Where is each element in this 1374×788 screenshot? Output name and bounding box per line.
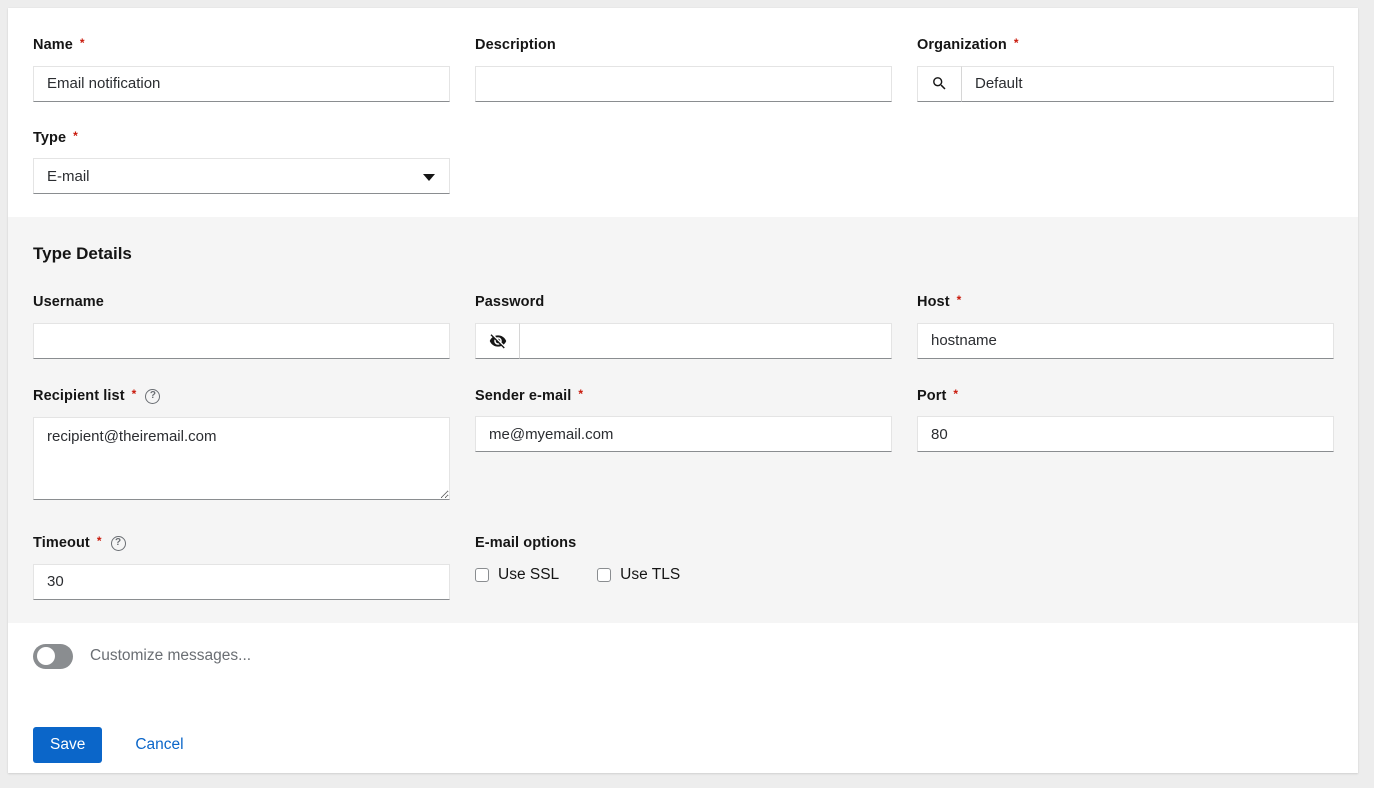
organization-lookup-button[interactable] xyxy=(917,65,962,102)
sender-email-field-group: Sender e-mail * xyxy=(475,386,892,452)
eye-slash-icon xyxy=(489,333,506,348)
host-label-text: Host xyxy=(917,294,950,310)
type-field-group: Type * xyxy=(33,128,450,194)
customize-messages-toggle[interactable] xyxy=(33,643,73,669)
password-label: Password xyxy=(475,295,892,310)
timeout-help-icon[interactable]: ? xyxy=(110,535,126,551)
organization-input[interactable] xyxy=(962,65,1334,102)
use-ssl-option: Use SSL xyxy=(475,566,559,584)
required-asterisk: * xyxy=(79,36,85,51)
recipient-list-field-group: Recipient list * ? recipient@theiremail.… xyxy=(33,387,450,505)
use-ssl-checkbox[interactable] xyxy=(475,568,489,582)
toggle-knob xyxy=(37,647,55,665)
type-label: Type * xyxy=(33,128,450,146)
port-input[interactable] xyxy=(917,416,1334,452)
description-label-text: Description xyxy=(475,37,556,53)
type-label-text: Type xyxy=(33,129,67,146)
use-tls-label: Use TLS xyxy=(620,566,681,583)
required-asterisk: * xyxy=(73,128,78,143)
use-tls-option: Use TLS xyxy=(597,566,680,584)
name-label: Name * xyxy=(33,36,450,53)
recipient-list-textarea[interactable]: recipient@theiremail.com xyxy=(33,416,450,500)
customize-messages-label: Customize messages... xyxy=(90,647,252,664)
host-field-group: Host * xyxy=(917,293,1334,359)
host-input[interactable] xyxy=(917,322,1334,359)
email-options-label: E-mail options xyxy=(475,534,892,551)
password-input[interactable] xyxy=(520,322,892,359)
port-label-text: Port xyxy=(917,387,947,404)
type-details-heading: Type Details xyxy=(33,244,132,263)
name-label-text: Name xyxy=(33,37,73,53)
form-card: Name * Description Organization * xyxy=(8,8,1358,773)
description-label: Description xyxy=(475,38,892,53)
required-asterisk: * xyxy=(131,387,137,401)
sender-email-label-text: Sender e-mail xyxy=(475,387,572,404)
organization-label: Organization * xyxy=(917,36,1334,53)
use-ssl-label: Use SSL xyxy=(498,566,560,583)
cancel-link[interactable]: Cancel xyxy=(135,735,184,753)
port-field-group: Port * xyxy=(917,386,1334,452)
organization-label-text: Organization xyxy=(917,37,1007,53)
timeout-input[interactable] xyxy=(33,563,450,600)
customize-messages-row: Customize messages... xyxy=(33,623,1334,669)
username-label: Username xyxy=(33,295,450,310)
description-input[interactable] xyxy=(475,65,892,102)
organization-field-group: Organization * xyxy=(917,36,1334,102)
sender-email-label: Sender e-mail * xyxy=(475,386,892,404)
search-icon xyxy=(933,77,946,90)
password-label-text: Password xyxy=(475,294,545,310)
recipient-list-help-icon[interactable]: ? xyxy=(145,388,161,404)
description-field-group: Description xyxy=(475,38,892,102)
use-tls-checkbox[interactable] xyxy=(597,568,612,582)
recipient-list-label: Recipient list * ? xyxy=(33,387,450,404)
type-details-section: Type Details Username Password xyxy=(8,217,1358,623)
timeout-label: Timeout * ? xyxy=(33,534,450,551)
password-field-group: Password xyxy=(475,295,892,359)
name-input[interactable] xyxy=(33,65,450,102)
sender-email-input[interactable] xyxy=(475,416,892,452)
timeout-label-text: Timeout xyxy=(33,534,90,551)
username-field-group: Username xyxy=(33,295,450,359)
recipient-list-label-text: Recipient list xyxy=(33,387,125,404)
password-reveal-button[interactable] xyxy=(475,322,520,359)
username-input[interactable] xyxy=(33,322,450,359)
timeout-field-group: Timeout * ? xyxy=(33,534,450,600)
port-label: Port * xyxy=(917,386,1334,404)
required-asterisk: * xyxy=(1013,36,1019,51)
email-options-field-group: E-mail options Use SSL Use TLS xyxy=(475,534,892,585)
username-label-text: Username xyxy=(33,294,104,310)
form-actions: Save Cancel xyxy=(33,726,1334,763)
footer-section: Customize messages... Save Cancel xyxy=(8,623,1358,763)
save-button[interactable]: Save xyxy=(33,726,103,763)
required-asterisk: * xyxy=(953,386,959,401)
type-select[interactable] xyxy=(33,158,450,194)
required-asterisk: * xyxy=(956,293,962,308)
required-asterisk: * xyxy=(96,534,102,548)
required-asterisk: * xyxy=(578,386,584,401)
basic-fields-section: Name * Description Organization * xyxy=(8,8,1358,217)
host-label: Host * xyxy=(917,293,1334,310)
name-field-group: Name * xyxy=(33,36,450,102)
email-options-label-text: E-mail options xyxy=(475,534,577,551)
